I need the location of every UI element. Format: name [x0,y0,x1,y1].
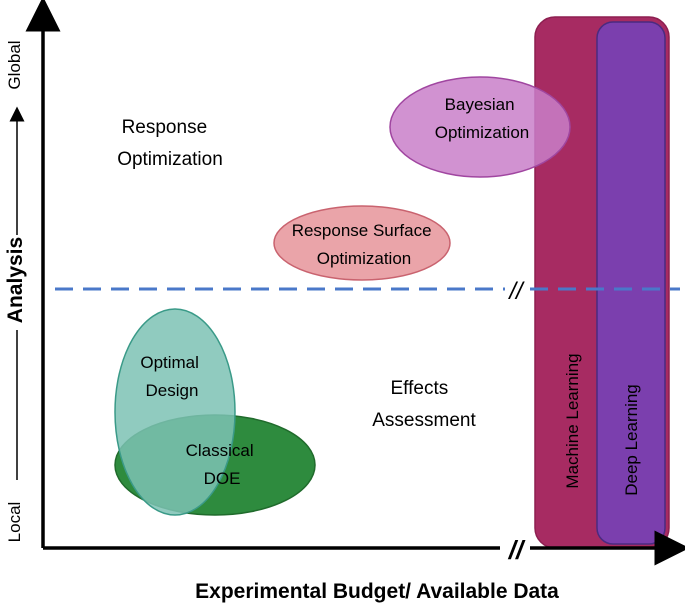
classical-doe-label-line2: DOE [204,469,241,488]
svg-text:Bayesian Optimization: Bayesian Optimization [435,95,529,142]
deep-learning-label: Deep Learning [622,384,641,496]
svg-text:Response Surface Optimizat: Response Surface Optimization [292,221,437,268]
effects-assessment-label-line1: Effects [390,378,448,399]
x-axis-break-symbol: // [508,535,526,565]
divider-break-symbol: // [507,278,525,305]
y-axis-bottom-label: Local [5,502,24,543]
x-axis-label: Experimental Budget/ Available Data [195,580,559,603]
y-axis-top-label: Global [5,40,24,89]
machine-learning-label: Machine Learning [563,353,582,488]
svg-text:Optimal Design: Optimal Design [140,353,203,400]
y-axis-label: Analysis [4,237,27,323]
bayesian-optimization-bubble [389,76,571,178]
bayesian-label-line1: Bayesian [445,95,515,114]
deep-learning-bar [596,21,666,545]
optimal-design-label-line1: Optimal [140,353,199,372]
response-surface-bubble [273,205,451,281]
optimal-design-label-line2: Design [146,381,199,400]
optimal-design-bubble [114,308,236,516]
svg-text:Response Optimization: Response Optimization [117,117,223,170]
response-surface-label-line2: Optimization [317,249,411,268]
effects-assessment-label-line2: Assessment [372,410,476,431]
response-optimization-label-line1: Response [122,117,208,138]
classical-doe-label-line1: Classical [186,441,254,460]
svg-text:Classical DOE: Classical DOE [186,441,259,488]
bayesian-label-line2: Optimization [435,123,529,142]
svg-text:Effects Assessment: Effects Assessment [372,378,476,431]
response-surface-label-line1: Response Surface [292,221,432,240]
response-optimization-label-line2: Optimization [117,149,223,170]
